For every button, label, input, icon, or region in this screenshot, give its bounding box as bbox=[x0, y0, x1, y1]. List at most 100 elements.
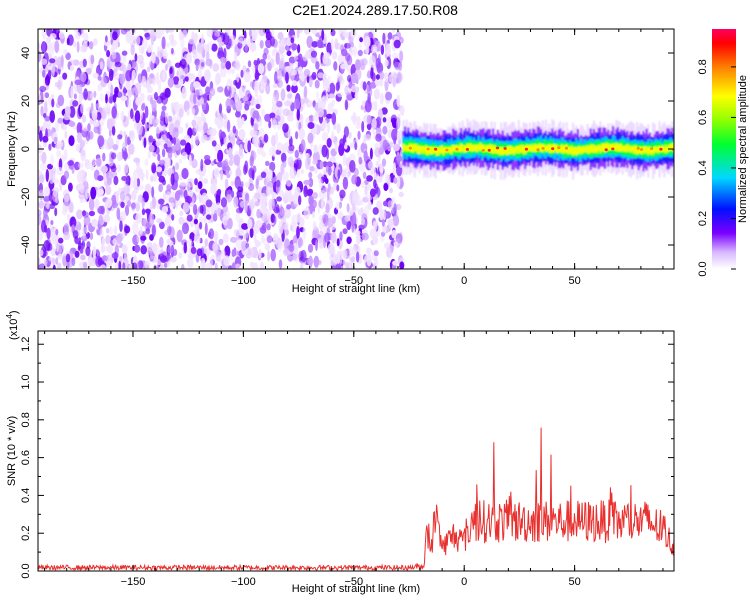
heatmap-noise-cell bbox=[106, 137, 114, 150]
heatmap-signal-cell bbox=[458, 146, 461, 152]
heatmap-noise-cell bbox=[228, 38, 232, 47]
heatmap-noise-cell bbox=[342, 228, 348, 235]
heatmap-noise-cell bbox=[44, 75, 51, 86]
heatmap-noise-cell bbox=[123, 184, 131, 195]
heatmap-noise-cell bbox=[233, 196, 239, 204]
heatmap-noise-cell bbox=[86, 241, 91, 249]
heatmap-noise-cell bbox=[241, 240, 248, 251]
heatmap-signal-cell bbox=[588, 146, 591, 154]
heatmap-noise-cell bbox=[278, 259, 283, 269]
heatmap-noise-cell bbox=[132, 221, 139, 235]
heatmap-noise-cell bbox=[105, 93, 108, 104]
heatmap-noise-cell bbox=[124, 174, 129, 185]
heatmap-noise-cell bbox=[72, 59, 80, 66]
heatmap-noise-cell bbox=[72, 230, 79, 239]
heatmap-signal-cell bbox=[439, 146, 442, 154]
heatmap-peak-cell bbox=[524, 147, 529, 151]
heatmap-noise-cell bbox=[193, 218, 198, 225]
heatmap-noise-cell bbox=[379, 208, 383, 221]
heatmap-noise-cell bbox=[164, 157, 171, 168]
heatmap-noise-cell bbox=[253, 232, 257, 244]
heatmap-noise-cell bbox=[260, 78, 265, 86]
heatmap-noise-cell bbox=[199, 204, 204, 214]
colorbar-tick-label: 0.4 bbox=[697, 160, 709, 175]
heatmap-noise-cell bbox=[38, 229, 44, 241]
heatmap-noise-cell bbox=[108, 129, 112, 137]
heatmap-noise-cell bbox=[89, 232, 94, 240]
heatmap-noise-cell bbox=[219, 57, 227, 63]
heatmap-panel: −150 −100 −50 0 50 −40 −20 0 20 40 Height of str… bbox=[6, 28, 675, 295]
heatmap-noise-cell bbox=[202, 164, 206, 173]
heatmap-noise-cell bbox=[90, 186, 97, 200]
heatmap-peak-cell bbox=[481, 148, 485, 152]
heatmap-noise-cell bbox=[290, 37, 295, 44]
heatmap-noise-cell bbox=[303, 179, 311, 185]
heatmap-noise-cell bbox=[54, 121, 60, 132]
heatmap-noise-cell bbox=[362, 81, 367, 91]
heatmap-noise-cell bbox=[83, 261, 88, 269]
heatmap-noise-cell bbox=[168, 197, 176, 204]
heatmap-noise-cell bbox=[350, 41, 354, 48]
heatmap-noise-cell bbox=[272, 83, 278, 89]
heatmap-noise-cell bbox=[157, 153, 161, 162]
heatmap-signal-cell bbox=[548, 144, 551, 153]
heatmap-noise-cell bbox=[266, 235, 273, 244]
heatmap-signal-band bbox=[402, 118, 674, 180]
heatmap-noise-cell bbox=[354, 91, 358, 101]
heatmap-noise-cell bbox=[188, 154, 192, 166]
heatmap-noise-cell bbox=[117, 134, 123, 140]
heatmap-signal-cell bbox=[600, 143, 603, 151]
heatmap-noise-cell bbox=[283, 142, 290, 151]
heatmap-noise-cell bbox=[253, 59, 258, 66]
heatmap-noise-cell bbox=[286, 204, 292, 210]
heatmap-noise-cell bbox=[48, 45, 55, 57]
heatmap-noise-cell bbox=[190, 135, 194, 147]
heatmap-signal-cell bbox=[482, 145, 485, 153]
heatmap-noise-cell bbox=[399, 50, 404, 62]
heatmap-noise-cell bbox=[80, 71, 87, 83]
heatmap-signal-cell bbox=[488, 144, 491, 153]
heatmap-noise-cell bbox=[156, 218, 163, 224]
heatmap-noise-cell bbox=[91, 218, 98, 228]
heatmap-noise-cell bbox=[344, 87, 349, 94]
heatmap-noise-cell bbox=[336, 184, 340, 192]
heatmap-noise-cell bbox=[51, 257, 56, 266]
heatmap-noise-cell bbox=[64, 130, 68, 139]
heatmap-noise-cell bbox=[201, 33, 204, 47]
heatmap-noise-cell bbox=[166, 238, 172, 245]
heatmap-noise-cell bbox=[141, 38, 148, 50]
heatmap-x-ticks: −150 −100 −50 0 50 bbox=[44, 29, 664, 287]
heatmap-signal-cell bbox=[656, 146, 659, 154]
heatmap-noise-cell bbox=[319, 160, 324, 170]
heatmap-noise-cell bbox=[113, 71, 120, 81]
heatmap-signal-cell bbox=[485, 145, 488, 152]
heatmap-y-tick-label: 0 bbox=[20, 146, 32, 152]
heatmap-noise-cell bbox=[371, 44, 378, 54]
heatmap-noise-cell bbox=[135, 202, 141, 212]
heatmap-signal-cell bbox=[608, 144, 611, 151]
heatmap-noise-cell bbox=[85, 130, 91, 142]
heatmap-noise-cell bbox=[193, 81, 201, 89]
heatmap-noise-cell bbox=[230, 86, 235, 98]
heatmap-noise-cell bbox=[337, 169, 341, 180]
heatmap-noise-cell bbox=[70, 65, 74, 72]
heatmap-noise-cell bbox=[74, 79, 82, 86]
heatmap-noise-cell bbox=[150, 29, 158, 41]
heatmap-noise-cell bbox=[78, 162, 84, 169]
heatmap-noise-cell bbox=[78, 93, 84, 102]
heatmap-noise-cell bbox=[398, 191, 404, 198]
heatmap-noise-cell bbox=[307, 243, 314, 253]
heatmap-signal-cell bbox=[498, 147, 501, 155]
heatmap-noise-cell bbox=[110, 165, 117, 173]
heatmap-noise-cell bbox=[88, 198, 95, 211]
heatmap-signal-cell bbox=[616, 144, 619, 152]
heatmap-noise-cell bbox=[238, 37, 244, 44]
heatmap-noise-cell bbox=[322, 53, 329, 65]
heatmap-noise-cell bbox=[169, 67, 173, 75]
heatmap-signal-cell bbox=[604, 144, 607, 153]
heatmap-signal-cell bbox=[460, 143, 463, 152]
heatmap-noise-cell bbox=[110, 84, 114, 97]
heatmap-noise-cell bbox=[131, 69, 136, 81]
heatmap-noise-cell bbox=[303, 206, 311, 220]
heatmap-noise-cell bbox=[244, 200, 248, 214]
